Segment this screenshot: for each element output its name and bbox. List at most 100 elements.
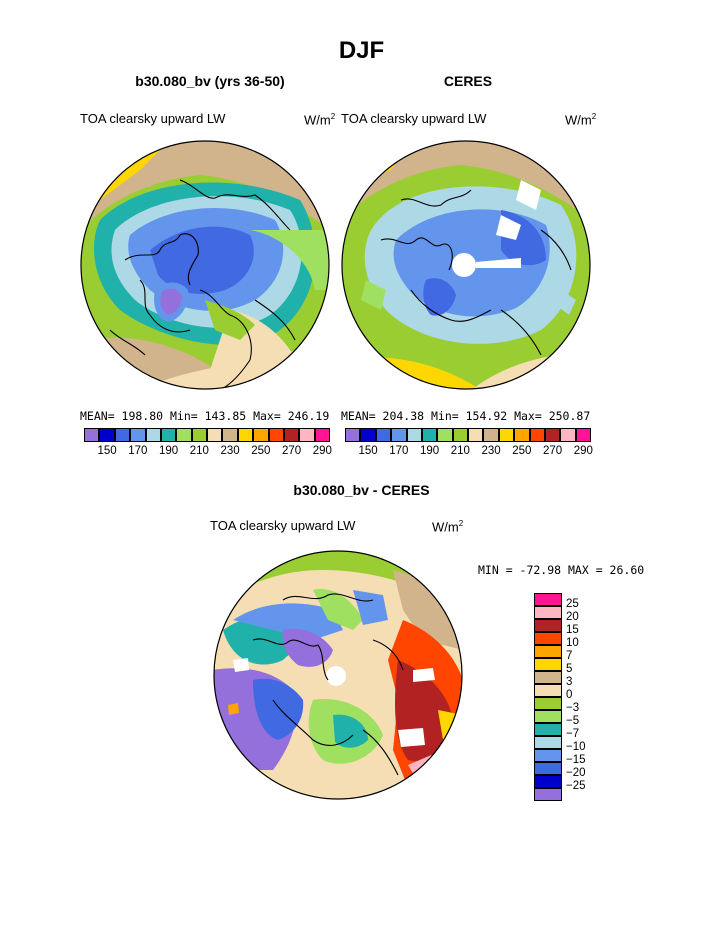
right-panel-stats: MEAN= 204.38 Min= 154.92 Max= 250.87 — [341, 409, 591, 423]
colorbar-swatch — [314, 428, 330, 442]
colorbar-swatch — [452, 428, 468, 442]
colorbar-tick-label: −5 — [566, 715, 580, 727]
colorbar-tick-label: 250 — [512, 445, 532, 457]
left-polar-map — [80, 140, 330, 390]
colorbar-swatch — [391, 428, 407, 442]
right-panel-title: CERES — [443, 73, 493, 89]
colorbar-swatch — [534, 645, 562, 658]
diff-panel-title: b30.080_bv - CERES — [293, 482, 430, 498]
colorbar-tick-label: 0 — [566, 689, 573, 701]
left-colorbar — [84, 428, 330, 442]
right-polar-map — [341, 140, 591, 390]
colorbar-swatch — [534, 658, 562, 671]
colorbar-swatch — [534, 788, 562, 801]
colorbar-tick-label: 150 — [97, 445, 117, 457]
colorbar-swatch — [498, 428, 515, 442]
colorbar-swatch — [406, 428, 422, 442]
right-panel-units: W/m2 — [565, 112, 596, 127]
colorbar-swatch — [176, 428, 192, 442]
left-panel-stats: MEAN= 198.80 Min= 143.85 Max= 246.19 — [80, 409, 330, 423]
diff-panel-units: W/m2 — [432, 519, 463, 534]
diff-panel-stats: MIN = -72.98 MAX = 26.60 — [478, 563, 645, 577]
colorbar-swatch — [534, 632, 562, 645]
colorbar-swatch — [268, 428, 284, 442]
colorbar-tick-label: 15 — [566, 624, 579, 636]
colorbar-swatch — [534, 684, 562, 697]
right-units-base: W/m — [565, 112, 592, 128]
colorbar-tick-label: −15 — [566, 754, 586, 766]
colorbar-tick-label: −3 — [566, 702, 580, 714]
colorbar-tick-label: 290 — [573, 445, 593, 457]
colorbar-tick-label: 210 — [189, 445, 209, 457]
left-panel-units: W/m2 — [304, 112, 335, 127]
diff-polar-map — [213, 550, 463, 800]
colorbar-tick-label: 270 — [281, 445, 302, 457]
colorbar-swatch — [544, 428, 561, 442]
colorbar-swatch — [534, 749, 562, 762]
colorbar-swatch — [283, 428, 300, 442]
colorbar-tick-label: 270 — [542, 445, 563, 457]
colorbar-tick-label: −7 — [566, 728, 580, 740]
colorbar-swatch — [237, 428, 254, 442]
left-panel-title: b30.080_bv (yrs 36-50) — [135, 73, 285, 89]
colorbar-swatch — [534, 619, 562, 632]
colorbar-swatch — [421, 428, 438, 442]
colorbar-swatch — [534, 710, 562, 723]
left-units-sup: 2 — [330, 112, 336, 121]
colorbar-swatch — [99, 428, 115, 442]
colorbar-tick-label: 210 — [450, 445, 470, 457]
colorbar-swatch — [375, 428, 392, 442]
diff-units-sup: 2 — [458, 519, 464, 528]
left-panel-variable: TOA clearsky upward LW — [80, 111, 226, 126]
right-panel-variable: TOA clearsky upward LW — [341, 111, 487, 126]
colorbar-swatch — [130, 428, 146, 442]
colorbar-swatch — [437, 428, 453, 442]
left-colorbar-labels: 150 170 190 210 230 250 270 290 — [84, 445, 331, 461]
colorbar-tick-label: 170 — [389, 445, 409, 457]
diff-units-base: W/m — [432, 519, 459, 535]
colorbar-tick-label: 250 — [251, 445, 271, 457]
colorbar-swatch — [468, 428, 484, 442]
colorbar-swatch — [191, 428, 207, 442]
colorbar-swatch — [299, 428, 315, 442]
diff-colorbar-labels: 25 20 15 10 7 5 3 0 −3 −5 −7 −10 −15 −20 −25 — [566, 593, 606, 801]
colorbar-tick-label: 230 — [481, 445, 501, 457]
colorbar-swatch — [514, 428, 530, 442]
colorbar-tick-label: 10 — [566, 637, 579, 649]
colorbar-tick-label: 25 — [566, 598, 579, 610]
colorbar-tick-label: 190 — [419, 445, 440, 457]
colorbar-swatch — [534, 723, 562, 736]
colorbar-tick-label: 190 — [158, 445, 179, 457]
colorbar-tick-label: 230 — [220, 445, 240, 457]
colorbar-swatch — [534, 671, 562, 684]
right-colorbar-labels: 150 170 190 210 230 250 270 290 — [345, 445, 592, 461]
colorbar-tick-label: −25 — [566, 780, 586, 792]
colorbar-swatch — [575, 428, 591, 442]
colorbar-tick-label: 150 — [358, 445, 378, 457]
colorbar-tick-label: 3 — [566, 676, 573, 688]
colorbar-swatch — [253, 428, 269, 442]
figure-title: DJF — [338, 37, 385, 64]
right-colorbar — [345, 428, 591, 442]
left-units-base: W/m — [304, 112, 331, 128]
right-units-sup: 2 — [591, 112, 597, 121]
colorbar-swatch — [345, 428, 361, 442]
colorbar-swatch — [483, 428, 499, 442]
colorbar-swatch — [114, 428, 131, 442]
colorbar-swatch — [222, 428, 238, 442]
colorbar-tick-label: −20 — [566, 767, 586, 779]
colorbar-swatch — [534, 762, 562, 775]
colorbar-swatch — [534, 606, 562, 619]
diff-colorbar — [534, 593, 562, 801]
colorbar-swatch — [534, 775, 562, 788]
colorbar-tick-label: 170 — [128, 445, 148, 457]
colorbar-swatch — [207, 428, 223, 442]
colorbar-swatch — [534, 736, 562, 749]
colorbar-swatch — [534, 697, 562, 710]
colorbar-tick-label: 290 — [312, 445, 332, 457]
colorbar-swatch — [360, 428, 376, 442]
colorbar-tick-label: 5 — [566, 663, 573, 675]
colorbar-tick-label: 7 — [566, 650, 573, 662]
colorbar-swatch — [160, 428, 177, 442]
colorbar-tick-label: 20 — [566, 611, 579, 623]
